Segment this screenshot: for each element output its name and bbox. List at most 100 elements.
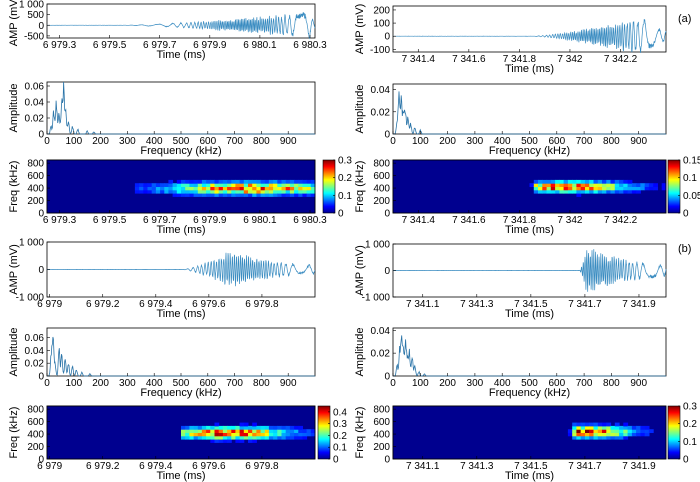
heatmap-cell [580, 183, 586, 187]
heatmap-cell [151, 183, 157, 187]
heatmap-cell [252, 425, 257, 430]
x-tick-label: 0 [44, 378, 50, 389]
heatmap-cell [214, 435, 220, 440]
heatmap-cell [585, 179, 590, 184]
x-tick-label: 600 [548, 378, 565, 389]
heatmap-cell [243, 186, 249, 191]
heatmap-cell [210, 186, 215, 191]
heatmap-cell [576, 432, 582, 437]
colorbar-tick-label: 0.3 [333, 419, 347, 430]
x-tick-label: 6 979.7 [143, 215, 177, 226]
x-tick-label: 800 [603, 136, 620, 147]
heatmap-cell [273, 189, 278, 194]
x-axis-label: Time (ms) [505, 224, 554, 236]
heatmap-cell [281, 193, 287, 197]
heatmap-cell [306, 183, 312, 187]
heatmap-cell [172, 186, 178, 191]
heatmap-cell [172, 183, 178, 187]
y-tick-label: 800 [27, 159, 44, 170]
x-tick-label: 7 341.6 [452, 215, 486, 226]
x-axis-label: Time (ms) [505, 308, 554, 320]
heatmap-cell [546, 186, 552, 191]
heatmap-cell [572, 179, 577, 184]
x-tick-label: 900 [280, 136, 297, 147]
heatmap-cell [231, 435, 236, 440]
heatmap-cell [281, 189, 287, 194]
heatmap-cell [623, 422, 629, 427]
heatmap-cell [644, 186, 650, 191]
heatmap-cell [289, 425, 295, 430]
heatmap-cell [310, 189, 316, 194]
y-tick-label: 0.06 [25, 82, 45, 93]
heatmap-cell [189, 186, 195, 191]
heatmap-cell [627, 189, 633, 194]
heatmap-cell [193, 425, 199, 430]
heatmap-cell [185, 435, 190, 440]
heatmap-cell [273, 435, 278, 440]
heatmap-cell [252, 429, 257, 433]
y-tick-label: 0 [384, 372, 390, 383]
heatmap-cell [248, 439, 253, 443]
heatmap-cell [181, 179, 186, 184]
heatmap-cell [201, 189, 207, 194]
heatmap-cell [576, 189, 582, 194]
heatmap-cell [206, 435, 211, 440]
heatmap-cell [273, 425, 278, 430]
heatmap-cell [585, 422, 590, 427]
heatmap-cell [243, 429, 249, 433]
heatmap-cell [239, 422, 245, 427]
heatmap-cell [298, 425, 303, 430]
heatmap-cell [644, 425, 650, 430]
heatmap-cell [160, 189, 165, 194]
x-tick-label: 7 341.3 [460, 461, 494, 472]
heatmap-cell [218, 183, 224, 187]
heatmap-cell [623, 435, 629, 440]
heatmap-cell [623, 183, 629, 187]
plot-area [46, 81, 316, 135]
heatmap-cell [542, 186, 548, 191]
colorbar [667, 405, 681, 460]
heatmap-cell [294, 183, 299, 187]
heatmap-cell [661, 186, 667, 191]
heatmap-cell [248, 189, 253, 194]
heatmap-cell [239, 425, 245, 430]
x-tick-label: 7 341.1 [406, 299, 440, 310]
heatmap-cell [636, 186, 641, 191]
heatmap-cell [289, 186, 295, 191]
heatmap-cell [306, 186, 312, 191]
heatmap-cell [273, 429, 278, 433]
heatmap-cell [593, 183, 599, 187]
heatmap-cell [151, 189, 157, 194]
heatmap-cell [285, 183, 291, 187]
heatmap-cell [306, 193, 312, 197]
heatmap-cell [289, 435, 295, 440]
heatmap-cell [214, 425, 220, 430]
heatmap-cell [210, 183, 215, 187]
colorbar-tick-label: 0.2 [683, 419, 697, 430]
heatmap-cell [281, 435, 287, 440]
heatmap-cell [302, 183, 308, 187]
heatmap-cell [580, 422, 586, 427]
heatmap-cell [147, 189, 153, 194]
heatmap-cell [164, 183, 169, 187]
heatmap-cell [214, 422, 220, 427]
y-tick-label: 0.02 [371, 349, 391, 360]
heatmap-cell [294, 193, 299, 197]
heatmap-cell [193, 432, 199, 437]
chart-a6: 0 0.05 0.1 0.15 7 341.4 7 341.6 7 341.8 7 342 7 … [354, 156, 700, 237]
heatmap-cell [260, 179, 266, 184]
heatmap-cell [281, 432, 287, 437]
heatmap-cell [572, 186, 577, 191]
y-tick-label: -500 [24, 31, 44, 42]
heatmap-cell [631, 429, 637, 433]
heatmap-cell [310, 429, 316, 433]
y-tick-label: 1 000 [19, 238, 44, 249]
heatmap-cell [214, 429, 220, 433]
heatmap-cell [606, 429, 612, 433]
heatmap-cell [239, 183, 245, 187]
y-tick-label: 0.04 [25, 346, 45, 357]
heatmap-cell [273, 193, 278, 197]
heatmap-cell [260, 186, 266, 191]
y-tick-label: 600 [27, 171, 44, 182]
colorbar-tick-label: 0.1 [333, 443, 347, 454]
